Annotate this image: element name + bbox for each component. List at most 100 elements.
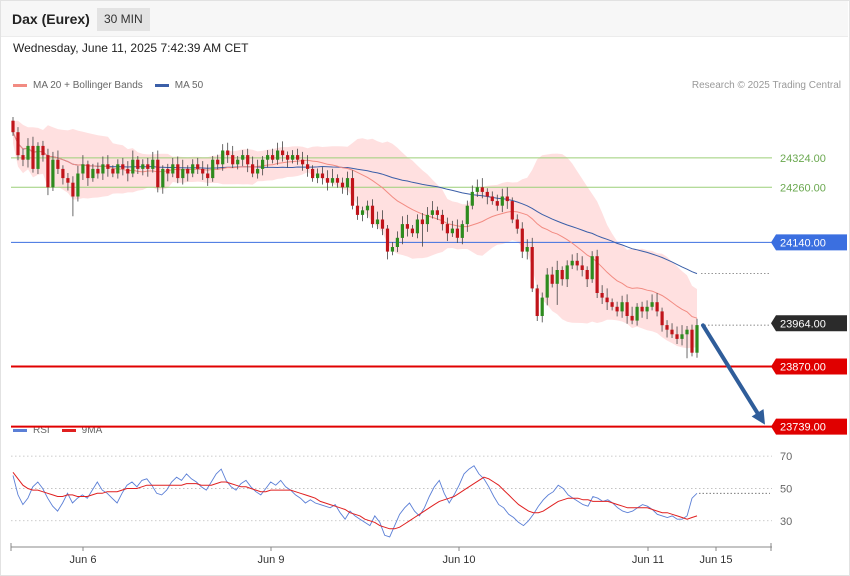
ma20-swatch xyxy=(13,84,27,87)
candle-body xyxy=(116,164,120,174)
candle-body xyxy=(680,334,684,339)
legend-ma50: MA 50 xyxy=(154,80,204,91)
candle-body xyxy=(91,168,95,179)
candle-body xyxy=(246,155,250,165)
candle-body xyxy=(251,164,255,174)
candle-body xyxy=(465,205,469,225)
candle-body xyxy=(76,173,80,197)
level-tag-bg xyxy=(771,358,847,375)
x-tick-label: Jun 6 xyxy=(70,554,97,566)
level-tag-23964-00: 23964.00 xyxy=(771,315,847,332)
candle-body xyxy=(675,334,679,339)
candle-body xyxy=(430,210,434,215)
ma50-line xyxy=(12,131,698,275)
candle-body xyxy=(355,205,360,215)
legend-9ma: 9MA xyxy=(61,425,102,436)
level-label: 23739.00 xyxy=(780,422,826,434)
legend-ma20: MA 20 + Bollinger Bands xyxy=(13,80,143,91)
timeframe-button[interactable]: 30 MIN xyxy=(97,8,150,31)
candle-body xyxy=(515,219,519,229)
candle-body xyxy=(450,228,454,234)
candle-body xyxy=(335,178,340,183)
candle-body xyxy=(620,302,624,312)
candle-body xyxy=(580,265,584,270)
candle-body xyxy=(236,159,240,165)
candle-body xyxy=(106,164,110,169)
candle-body xyxy=(271,155,275,160)
rsi-tick-label: 30 xyxy=(780,516,792,528)
candle-body xyxy=(320,173,325,179)
candle-body xyxy=(41,145,45,156)
candle-body xyxy=(46,155,50,188)
level-label: 23964.00 xyxy=(780,318,826,330)
candle-body xyxy=(316,173,320,179)
level-label: 23870.00 xyxy=(780,361,826,373)
level-tag-bg xyxy=(771,234,847,251)
candle-body xyxy=(565,265,569,280)
candle-body xyxy=(286,155,290,160)
candle-body xyxy=(650,302,654,307)
candle-body xyxy=(126,168,130,174)
chart-header: Dax (Eurex) 30 MIN xyxy=(1,1,848,37)
rsi-tick-label: 50 xyxy=(780,483,792,495)
candle-body xyxy=(181,168,185,179)
candle-body xyxy=(690,329,694,353)
x-tick-label: Jun 11 xyxy=(632,554,664,566)
candle-body xyxy=(241,155,245,160)
candle-body xyxy=(570,260,574,266)
candle-body xyxy=(166,168,170,174)
level-tag-24140-00: 24140.00 xyxy=(771,234,847,251)
candle-body xyxy=(640,306,644,312)
candle-body xyxy=(590,256,594,280)
candle-body xyxy=(390,247,394,252)
candle-body xyxy=(231,155,235,165)
candle-body xyxy=(635,306,639,321)
candle-body xyxy=(330,178,335,183)
candle-body xyxy=(121,164,125,169)
candle-body xyxy=(665,325,669,330)
candle-body xyxy=(151,159,155,169)
candle-body xyxy=(281,150,285,156)
candles-group xyxy=(11,117,699,359)
candle-body xyxy=(51,159,55,188)
candle-body xyxy=(261,159,265,169)
candle-body xyxy=(630,315,634,321)
candle-body xyxy=(375,219,380,225)
ma50-label: MA 50 xyxy=(174,80,204,91)
candle-body xyxy=(625,302,629,316)
rsi-ma9-line xyxy=(12,471,698,530)
candle-body xyxy=(535,288,539,316)
rsi-legend: RSI 9MA xyxy=(13,425,114,436)
candle-body xyxy=(455,228,459,238)
candle-body xyxy=(400,224,404,238)
candle-body xyxy=(615,306,619,312)
forecast-arrow-head xyxy=(751,409,765,425)
rsi-tick-label: 70 xyxy=(780,451,792,463)
candle-body xyxy=(685,329,689,335)
candle-body xyxy=(26,145,30,160)
candle-body xyxy=(11,120,15,133)
candle-body xyxy=(141,164,145,169)
candle-body xyxy=(585,270,589,280)
ma20-label: MA 20 + Bollinger Bands xyxy=(33,80,143,91)
candle-body xyxy=(525,247,529,252)
candle-body xyxy=(216,159,220,165)
candle-body xyxy=(21,155,25,160)
candle-body xyxy=(86,164,90,179)
level-label: 24260.00 xyxy=(780,182,826,194)
candle-body xyxy=(101,164,105,174)
x-tick-label: Jun 15 xyxy=(699,554,732,566)
candle-body xyxy=(435,210,439,215)
candle-body xyxy=(425,214,429,225)
candle-body xyxy=(325,178,330,183)
level-tag-23870-00: 23870.00 xyxy=(771,358,847,375)
forecast-arrow-line xyxy=(701,323,763,421)
candle-body xyxy=(645,306,649,312)
level-tag-24324-00: 24324.00 xyxy=(780,153,826,165)
level-tag-bg xyxy=(771,315,847,332)
ma9-swatch xyxy=(61,429,76,432)
level-label: 24324.00 xyxy=(780,153,826,165)
candle-body xyxy=(395,237,399,247)
candle-body xyxy=(440,214,444,225)
candle-body xyxy=(605,297,609,303)
